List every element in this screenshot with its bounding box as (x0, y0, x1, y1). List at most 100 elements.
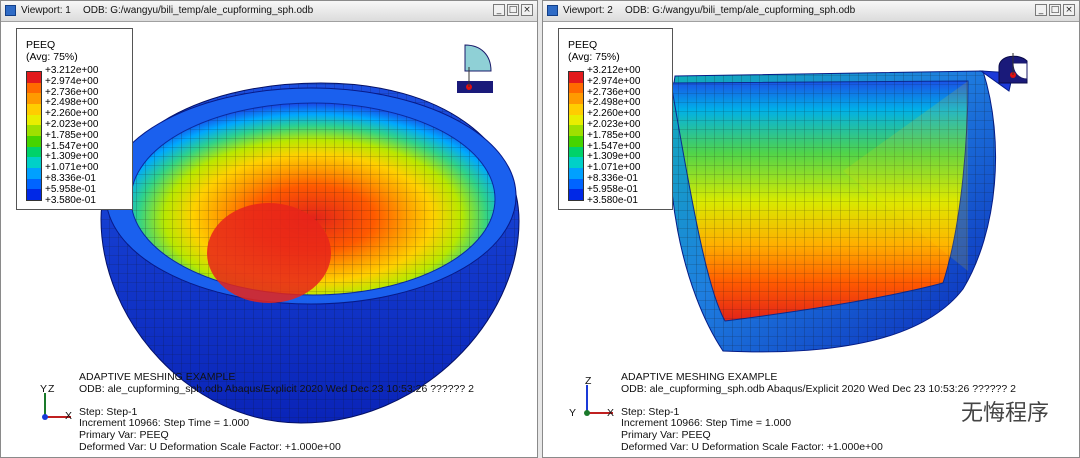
axis-triad (584, 385, 613, 416)
legend-swatch (27, 136, 41, 147)
legend-value: +8.336e-01 (45, 172, 96, 184)
legend-value: +3.212e+00 (45, 65, 99, 76)
viewport-title: Viewport: 1 (21, 5, 71, 16)
legend-swatch (27, 104, 41, 115)
legend-value: +2.498e+00 (45, 97, 99, 109)
legend-swatch (27, 114, 41, 126)
contour-legend[interactable]: PEEQ (Avg: 75%) +3.212e+00 +2.974e+00 +2… (558, 28, 673, 210)
legend-color-bar (568, 71, 584, 201)
legend-swatch (569, 93, 583, 105)
info-step: Step: Step-1 (79, 405, 138, 418)
info-primary-var: Primary Var: PEEQ (621, 429, 711, 442)
legend-values: +3.212e+00 +2.974e+00 +2.736e+00 +2.498e… (45, 65, 99, 206)
contour-legend[interactable]: PEEQ (Avg: 75%) +3.212e+00 +2.974e+00 +2… (16, 28, 133, 210)
legend-swatch (569, 136, 583, 147)
legend-value: +3.580e-01 (587, 194, 638, 206)
viewport-icon (5, 5, 16, 16)
legend-value: +2.260e+00 (587, 108, 641, 120)
legend-value: +3.212e+00 (587, 65, 641, 76)
viewport-odb-path: ODB: G:/wangyu/bili_temp/ale_cupforming_… (83, 5, 314, 16)
legend-value: +2.974e+00 (45, 75, 99, 87)
viewport-2-titlebar[interactable]: Viewport: 2 ODB: G:/wangyu/bili_temp/ale… (543, 1, 1079, 22)
info-title: ADAPTIVE MESHING EXAMPLE (621, 371, 778, 383)
legend-value: +2.260e+00 (45, 108, 99, 120)
legend-value: +2.023e+00 (45, 118, 99, 130)
viewport-2[interactable]: Viewport: 2 ODB: G:/wangyu/bili_temp/ale… (542, 0, 1080, 458)
legend-swatch (27, 82, 41, 94)
legend-swatch (27, 157, 41, 169)
legend-swatch (27, 146, 41, 158)
legend-swatch (27, 168, 41, 179)
info-odb: ODB: ale_cupforming_sph.odb Abaqus/Expli… (621, 382, 1016, 395)
axis-triad (42, 393, 71, 420)
legend-swatch (569, 72, 583, 83)
info-primary-var: Primary Var: PEEQ (79, 429, 169, 442)
info-step: Step: Step-1 (621, 405, 680, 418)
model-render-cup[interactable] (1, 21, 537, 457)
close-button[interactable]: × (1063, 4, 1075, 16)
legend-value: +1.309e+00 (45, 151, 99, 163)
legend-value: +2.974e+00 (587, 75, 641, 87)
viewport-1-titlebar[interactable]: Viewport: 1 ODB: G:/wangyu/bili_temp/ale… (1, 1, 537, 22)
legend-swatch (569, 146, 583, 158)
legend-value: +5.958e-01 (45, 183, 96, 195)
info-increment: Increment 10966: Step Time = 1.000 (79, 417, 250, 430)
triad-label-y: Y (40, 383, 48, 395)
view-orientation-icon[interactable] (993, 49, 1039, 99)
legend-swatch (27, 178, 41, 190)
legend-avg: (Avg: 75%) (26, 51, 78, 63)
legend-swatch (569, 82, 583, 94)
legend-swatch (569, 114, 583, 126)
viewport-title: Viewport: 2 (563, 5, 613, 16)
legend-values: +3.212e+00 +2.974e+00 +2.736e+00 +2.498e… (587, 65, 641, 206)
info-deformed-var: Deformed Var: U Deformation Scale Factor… (621, 440, 883, 453)
legend-swatch (27, 93, 41, 105)
legend-swatch (569, 157, 583, 169)
info-odb: ODB: ale_cupforming_sph.odb Abaqus/Expli… (79, 382, 474, 395)
legend-value: +2.023e+00 (587, 118, 641, 130)
legend-value: +5.958e-01 (587, 183, 638, 195)
legend-value: +2.736e+00 (587, 86, 641, 98)
legend-value: +1.785e+00 (587, 129, 641, 141)
model-render-quarter-cup[interactable] (543, 21, 1079, 457)
legend-value: +2.736e+00 (45, 86, 99, 98)
legend-variable: PEEQ (26, 39, 56, 51)
legend-value: +1.547e+00 (45, 140, 99, 152)
maximize-button[interactable]: □ (507, 4, 519, 16)
view-orientation-icon[interactable] (453, 37, 503, 99)
minimize-button[interactable]: _ (1035, 4, 1047, 16)
close-button[interactable]: × (521, 4, 533, 16)
legend-value: +3.580e-01 (45, 194, 96, 206)
viewport-1[interactable]: Viewport: 1 ODB: G:/wangyu/bili_temp/ale… (0, 0, 538, 458)
legend-variable: PEEQ (568, 39, 598, 51)
legend-swatch (27, 125, 41, 137)
legend-swatch (569, 178, 583, 190)
legend-value: +8.336e-01 (587, 172, 638, 184)
legend-value: +1.071e+00 (587, 162, 641, 174)
viewport-odb-path: ODB: G:/wangyu/bili_temp/ale_cupforming_… (625, 5, 856, 16)
triad-label-x: X (607, 407, 615, 419)
legend-swatch (569, 189, 583, 201)
legend-color-bar (26, 71, 42, 201)
info-block: ADAPTIVE MESHING EXAMPLE ODB: ale_cupfor… (79, 371, 474, 454)
triad-label-y: Y (569, 407, 577, 419)
info-increment: Increment 10966: Step Time = 1.000 (621, 417, 792, 430)
triad-label-z: Z (48, 383, 55, 395)
info-title: ADAPTIVE MESHING EXAMPLE (79, 371, 236, 383)
watermark: 无悔程序 (960, 401, 1049, 426)
legend-value: +1.785e+00 (45, 129, 99, 141)
info-block: ADAPTIVE MESHING EXAMPLE ODB: ale_cupfor… (621, 371, 1016, 454)
triad-label-x: X (65, 410, 73, 422)
info-deformed-var: Deformed Var: U Deformation Scale Factor… (79, 440, 341, 453)
legend-value: +1.071e+00 (45, 162, 99, 174)
minimize-button[interactable]: _ (493, 4, 505, 16)
legend-value: +2.498e+00 (587, 97, 641, 109)
legend-swatch (27, 189, 41, 201)
legend-value: +1.547e+00 (587, 140, 641, 152)
legend-swatch (569, 168, 583, 179)
viewport-icon (547, 5, 558, 16)
legend-swatch (27, 72, 41, 83)
triad-label-z: Z (585, 375, 592, 387)
maximize-button[interactable]: □ (1049, 4, 1061, 16)
legend-avg: (Avg: 75%) (568, 51, 620, 63)
